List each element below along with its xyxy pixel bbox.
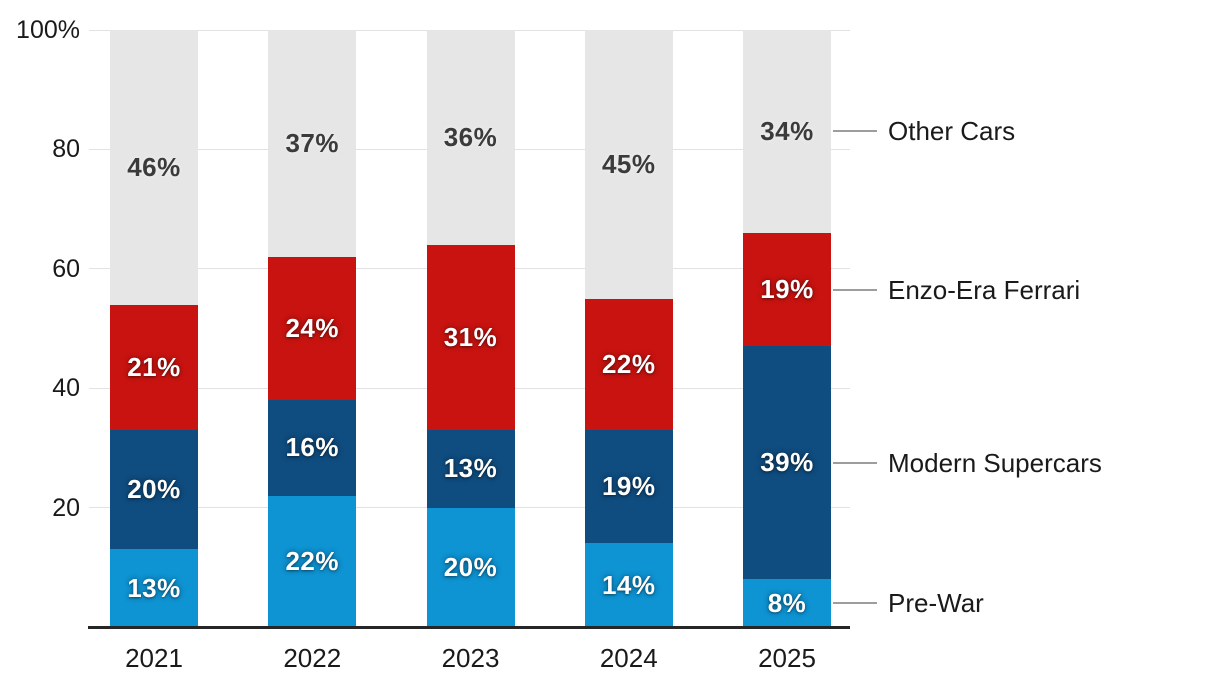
x-axis-label-2025: 2025 bbox=[758, 643, 816, 673]
segment-value-label: 46% bbox=[127, 151, 181, 182]
segment-value-label: 31% bbox=[443, 321, 498, 352]
segment-value-label: 20% bbox=[127, 474, 181, 505]
bar-segment-enzo-era-ferrari-2023: 31% bbox=[426, 244, 515, 430]
segment-value-label: 16% bbox=[285, 432, 340, 463]
bar-segment-modern-supercars-2025: 39% bbox=[743, 346, 831, 580]
bar-segment-modern-supercars-2024: 19% bbox=[584, 429, 673, 544]
bar-segment-enzo-era-ferrari-2025: 19% bbox=[743, 232, 831, 347]
y-axis-tick-label: 60 bbox=[52, 254, 80, 283]
bar-segment-pre-war-2021: 13% bbox=[110, 549, 198, 627]
segment-value-label: 19% bbox=[760, 274, 814, 305]
segment-value-label: 22% bbox=[601, 348, 656, 379]
bar-segment-other-cars-2022: 37% bbox=[268, 30, 357, 257]
segment-value-label: 8% bbox=[767, 587, 807, 618]
bar-segment-enzo-era-ferrari-2022: 24% bbox=[268, 256, 357, 401]
bar-segment-other-cars-2025: 34% bbox=[743, 30, 831, 233]
segment-value-label: 34% bbox=[760, 115, 814, 146]
segment-value-label: 45% bbox=[601, 148, 656, 179]
bar-segment-modern-supercars-2022: 16% bbox=[268, 400, 357, 496]
legend-label-other-cars: Other Cars bbox=[888, 116, 1016, 147]
segment-value-label: 20% bbox=[443, 551, 498, 582]
segment-value-label: 13% bbox=[127, 572, 181, 603]
segment-value-label: 39% bbox=[760, 447, 814, 478]
x-axis-line bbox=[88, 625, 850, 629]
x-axis-label-2024: 2024 bbox=[599, 643, 658, 673]
bar-segment-pre-war-2022: 22% bbox=[268, 495, 357, 627]
bar-segment-pre-war-2025: 8% bbox=[743, 579, 831, 627]
legend-label-pre-war: Pre-War bbox=[888, 588, 984, 619]
legend-connector-enzo-era-ferrari bbox=[833, 288, 877, 291]
bar-segment-pre-war-2024: 14% bbox=[584, 543, 673, 627]
legend-label-modern-supercars: Modern Supercars bbox=[888, 447, 1102, 478]
bar-segment-enzo-era-ferrari-2024: 22% bbox=[584, 298, 673, 430]
legend-connector-pre-war bbox=[833, 602, 877, 605]
bar-segment-other-cars-2021: 46% bbox=[110, 30, 198, 305]
segment-value-label: 19% bbox=[601, 471, 656, 502]
y-axis-tick-label: 100% bbox=[16, 16, 80, 44]
segment-value-label: 13% bbox=[443, 453, 498, 484]
legend-label-enzo-era-ferrari: Enzo-Era Ferrari bbox=[888, 274, 1081, 305]
x-axis-label-2023: 2023 bbox=[441, 643, 500, 673]
y-axis-tick-label: 20 bbox=[52, 493, 80, 522]
segment-value-label: 24% bbox=[285, 312, 340, 343]
bar-segment-other-cars-2024: 45% bbox=[584, 30, 673, 299]
bar-segment-other-cars-2023: 36% bbox=[426, 30, 515, 245]
y-axis-tick-label: 80 bbox=[52, 135, 80, 164]
legend-connector-other-cars bbox=[833, 130, 877, 133]
bar-segment-modern-supercars-2021: 20% bbox=[110, 429, 198, 550]
bar-segment-enzo-era-ferrari-2021: 21% bbox=[110, 304, 198, 430]
x-axis-label-2021: 2021 bbox=[125, 643, 183, 673]
segment-value-label: 21% bbox=[127, 351, 181, 382]
bar-segment-pre-war-2023: 20% bbox=[426, 507, 515, 627]
segment-value-label: 36% bbox=[443, 121, 498, 152]
y-axis-tick-label: 40 bbox=[52, 374, 80, 403]
segment-value-label: 14% bbox=[601, 569, 656, 600]
legend-connector-modern-supercars bbox=[833, 461, 877, 464]
segment-value-label: 37% bbox=[285, 127, 340, 158]
x-axis-label-2022: 2022 bbox=[283, 643, 342, 673]
bar-segment-modern-supercars-2023: 13% bbox=[426, 429, 515, 508]
segment-value-label: 22% bbox=[285, 545, 340, 576]
